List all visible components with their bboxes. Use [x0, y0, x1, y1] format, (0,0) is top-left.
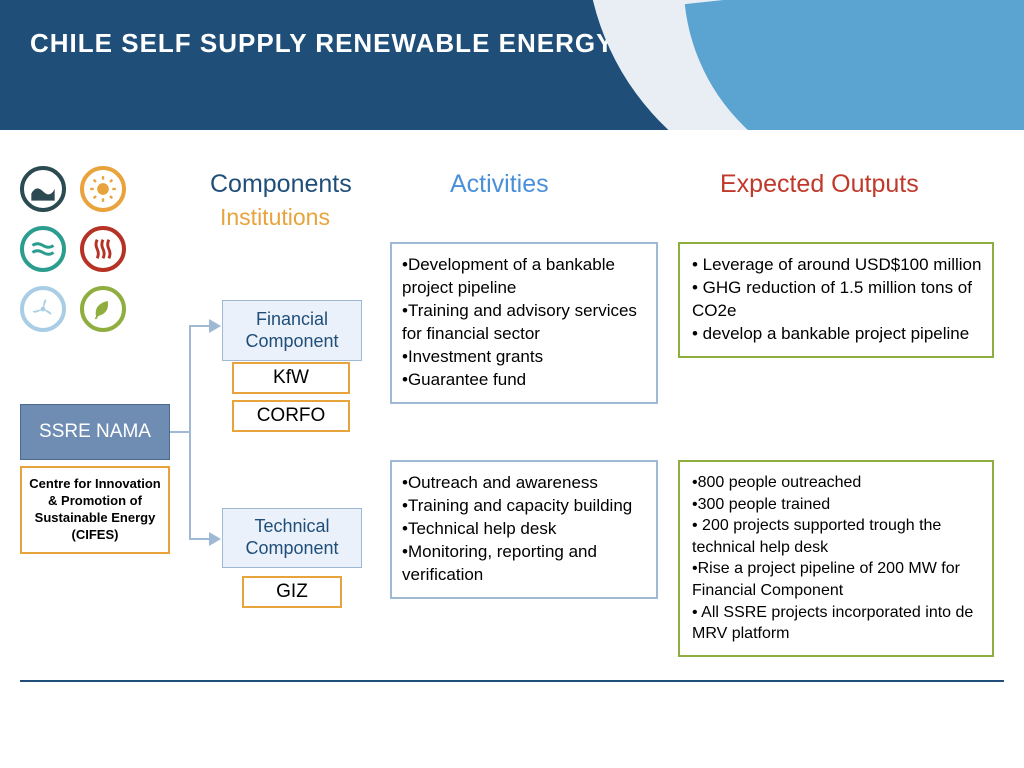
technical-activities-box: •Outreach and awareness •Training and ca… — [390, 460, 658, 599]
slide-body: Components Institutions Activities Expec… — [0, 130, 1024, 180]
list-item: • develop a bankable project pipeline — [690, 323, 982, 346]
list-item: •Development of a bankable project pipel… — [400, 254, 648, 300]
cifes-box: Centre for Innovation & Promotion of Sus… — [20, 466, 170, 554]
list-item: •Outreach and awareness — [400, 472, 648, 495]
list-item: •Technical help desk — [400, 518, 648, 541]
list-item: •Training and capacity building — [400, 495, 648, 518]
list-item: •Guarantee fund — [400, 369, 648, 392]
technical-label: Technical Component — [229, 516, 355, 559]
list-item: •Rise a project pipeline of 200 MW for F… — [690, 558, 982, 601]
wave-icon — [20, 166, 66, 212]
wind-icon — [20, 286, 66, 332]
list-item: • All SSRE projects incorporated into de… — [690, 602, 982, 645]
water-icon — [20, 226, 66, 272]
financial-component-box: Financial Component — [222, 300, 362, 361]
institution-corfo: CORFO — [232, 400, 350, 432]
list-item: • GHG reduction of 1.5 million tons of C… — [690, 277, 982, 323]
header-outputs: Expected Outputs — [720, 170, 919, 199]
heat-icon — [80, 226, 126, 272]
institution-giz: GIZ — [242, 576, 342, 608]
arrow-to-technical — [189, 538, 219, 540]
list-item: •Monitoring, reporting and verification — [400, 541, 648, 587]
header-swoosh-blue — [685, 0, 1024, 130]
list-item: •Investment grants — [400, 346, 648, 369]
list-item: •Training and advisory services for fina… — [400, 300, 648, 346]
list-item: • 200 projects supported trough the tech… — [690, 515, 982, 558]
header-components: Components — [210, 170, 352, 199]
leaf-icon — [80, 286, 126, 332]
connector-vertical — [189, 325, 191, 540]
technical-component-box: Technical Component — [222, 508, 362, 568]
financial-activities-box: •Development of a bankable project pipel… — [390, 242, 658, 404]
ssre-nama-box: SSRE NAMA — [20, 404, 170, 460]
financial-outputs-box: • Leverage of around USD$100 million • G… — [678, 242, 994, 358]
footer-line — [20, 680, 1004, 682]
connector-horizontal — [170, 431, 190, 433]
header-institutions: Institutions — [220, 204, 330, 231]
slide-header: CHILE SELF SUPPLY RENEWABLE ENERGY NAMA — [0, 0, 1024, 130]
arrow-to-financial — [189, 325, 219, 327]
list-item: •800 people outreached — [690, 472, 982, 494]
technical-outputs-box: •800 people outreached •300 people train… — [678, 460, 994, 657]
ssre-label: SSRE NAMA — [39, 421, 151, 443]
list-item: • Leverage of around USD$100 million — [690, 254, 982, 277]
energy-icons — [20, 166, 130, 336]
header-activities: Activities — [450, 170, 549, 199]
sun-icon — [80, 166, 126, 212]
institution-kfw: KfW — [232, 362, 350, 394]
list-item: •300 people trained — [690, 494, 982, 516]
